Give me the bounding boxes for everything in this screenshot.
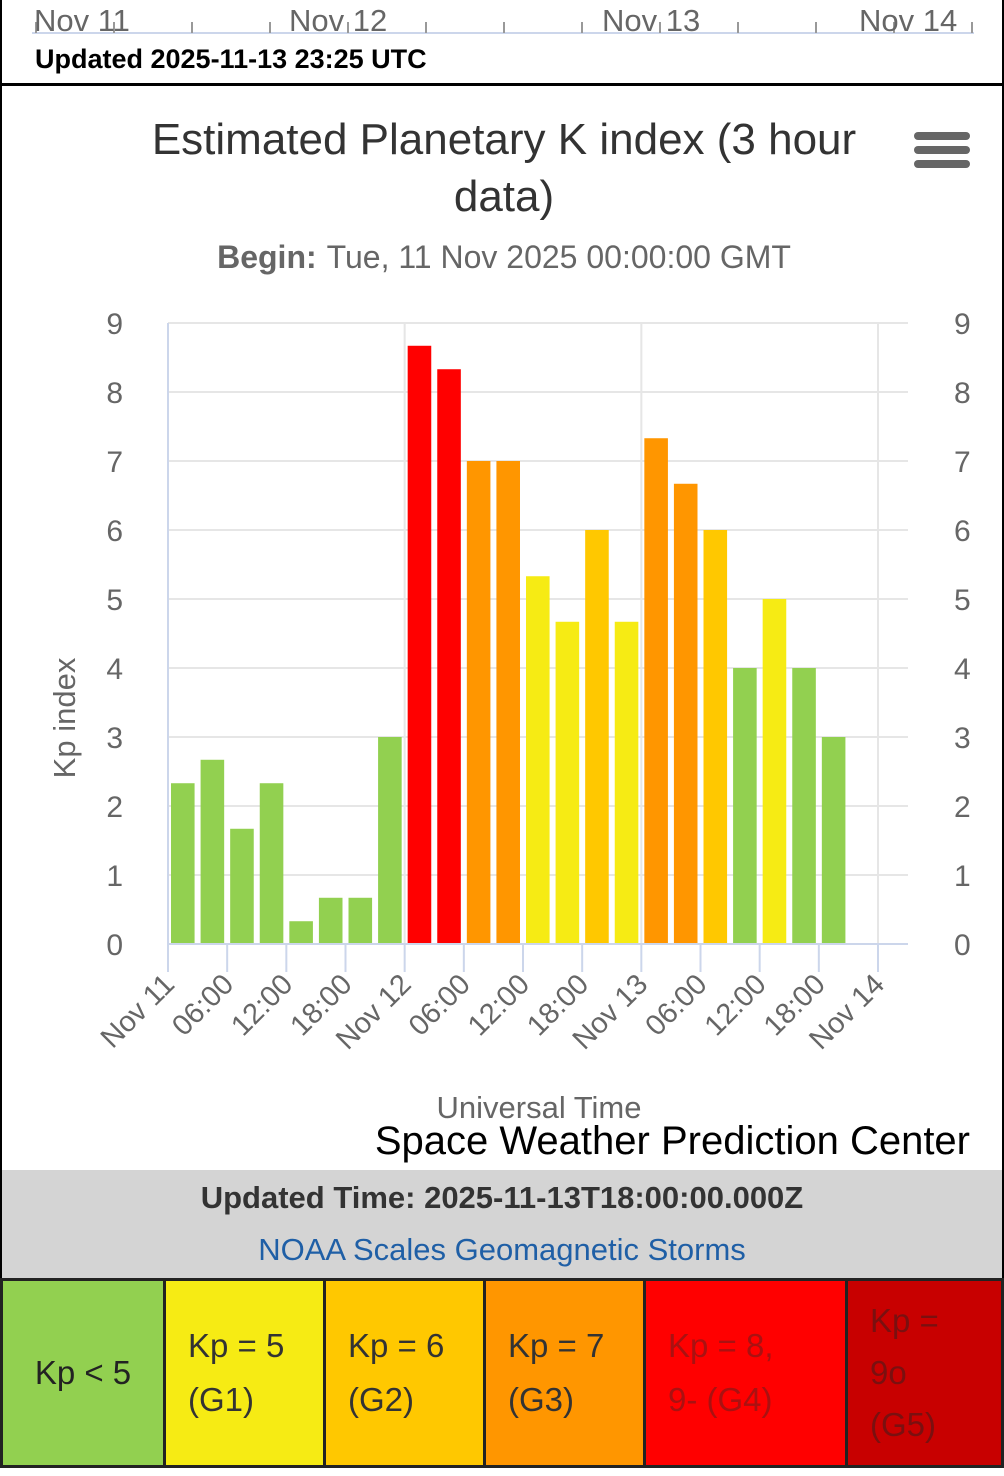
previous-chart-strip: Nov 11 Nov 12 Nov 13 Nov 14 Updated 2025… <box>0 0 1004 86</box>
y-tick-label-left: 9 <box>106 308 123 341</box>
menu-bar-icon <box>914 132 970 140</box>
kp-bar[interactable] <box>821 737 846 944</box>
kp-bar[interactable] <box>289 921 313 944</box>
scale-text: (G5) <box>870 1406 936 1443</box>
previous-chart-axis: Nov 11 Nov 12 Nov 13 Nov 14 <box>32 3 974 38</box>
kp-bar[interactable] <box>555 621 580 944</box>
y-tick-label-right: 2 <box>954 791 971 824</box>
kp-bar[interactable] <box>378 737 402 944</box>
previous-chart-updated: Updated 2025-11-13 23:25 UTC <box>35 44 427 74</box>
kp-chart-container: Estimated Planetary K index (3 hour data… <box>0 86 1004 1170</box>
kp-bar[interactable] <box>259 783 284 944</box>
prev-axis-label-nov13: Nov 13 <box>602 3 700 38</box>
x-tick-label: 12:00 <box>699 968 773 1042</box>
y-tick-label-right: 1 <box>954 860 971 893</box>
kp-bar[interactable] <box>171 783 195 944</box>
kp-bar[interactable] <box>733 668 757 944</box>
scale-text: Kp < 5 <box>34 1354 132 1391</box>
scale-cell-g2: Kp = 6 (G2) <box>326 1281 486 1465</box>
scale-text: 9- (G4) <box>668 1381 773 1418</box>
menu-bar-icon <box>914 160 970 168</box>
kp-bar[interactable] <box>230 828 254 944</box>
scale-text: (G2) <box>348 1381 414 1418</box>
y-tick-label-left: 7 <box>106 446 123 479</box>
y-axis-title: Kp index <box>47 657 82 778</box>
y-tick-label-right: 5 <box>954 584 971 617</box>
kp-bar[interactable] <box>348 897 373 944</box>
y-tick-label-right: 7 <box>954 446 971 479</box>
kp-bar[interactable] <box>437 369 461 945</box>
x-axis-title: Universal Time <box>437 1090 642 1125</box>
noaa-scales-link[interactable]: NOAA Scales Geomagnetic Storms <box>258 1232 746 1267</box>
y-tick-label-right: 9 <box>954 308 971 341</box>
prev-axis-label-nov12: Nov 12 <box>289 3 387 38</box>
y-tick-label-left: 2 <box>106 791 123 824</box>
kp-bar[interactable] <box>644 438 668 944</box>
scale-cell-g4: Kp = 8, 9- (G4) <box>646 1281 848 1465</box>
y-tick-label-right: 8 <box>954 377 971 410</box>
subtitle-label: Begin: <box>217 239 317 275</box>
chart-title-line2: data) <box>454 172 554 221</box>
kp-bar[interactable] <box>496 461 520 944</box>
y-tick-label-left: 1 <box>106 860 123 893</box>
y-tick-label-left: 4 <box>106 653 123 686</box>
scale-cell-kp-below-5: Kp < 5 <box>3 1281 166 1465</box>
kp-chart: Estimated Planetary K index (3 hour data… <box>47 115 971 1163</box>
y-tick-label-right: 6 <box>954 515 971 548</box>
chart-credits[interactable]: Space Weather Prediction Center <box>375 1119 970 1163</box>
geomagnetic-scale: Kp < 5 Kp = 5 (G1) Kp = 6 (G2) Kp = 7 (G3) … <box>0 1278 1004 1468</box>
scale-text: Kp = <box>870 1302 939 1339</box>
y-tick-label-right: 4 <box>954 653 971 686</box>
scale-text: Kp = 7 <box>508 1327 605 1364</box>
scale-text: (G1) <box>188 1381 254 1418</box>
y-tick-label-left: 5 <box>106 584 123 617</box>
scale-cell-g3: Kp = 7 (G3) <box>486 1281 646 1465</box>
kp-bar[interactable] <box>614 621 639 944</box>
x-tick-label: 06:00 <box>640 968 714 1042</box>
scale-text: (G3) <box>508 1381 574 1418</box>
x-tick-label: 06:00 <box>403 968 477 1042</box>
y-tick-label-left: 8 <box>106 377 123 410</box>
kp-bar[interactable] <box>200 759 225 944</box>
scale-cell-g5: Kp = 9o (G5) <box>848 1281 1001 1465</box>
y-tick-label-right: 0 <box>954 929 971 962</box>
scale-text: 9o <box>870 1354 907 1391</box>
scale-text: Kp = 6 <box>348 1327 445 1364</box>
kp-bar[interactable] <box>466 461 491 944</box>
scale-cell-g1: Kp = 5 (G1) <box>166 1281 326 1465</box>
prev-axis-label-nov11: Nov 11 <box>34 3 130 38</box>
info-panel: Updated Time: 2025-11-13T18:00:00.000Z N… <box>0 1170 1004 1278</box>
y-tick-label-left: 0 <box>106 929 123 962</box>
kp-bar[interactable] <box>585 530 609 944</box>
kp-bar[interactable] <box>762 599 787 944</box>
x-tick-label: 12:00 <box>225 968 299 1042</box>
x-tick-label: 12:00 <box>462 968 536 1042</box>
chart-title-line1: Estimated Planetary K index (3 hour <box>152 115 856 164</box>
y-tick-label-right: 3 <box>954 722 971 755</box>
kp-bar[interactable] <box>703 530 728 944</box>
bar-series <box>171 345 846 945</box>
x-tick-label: Nov 11 <box>95 968 181 1054</box>
chart-menu-button[interactable] <box>914 132 970 176</box>
kp-bar[interactable] <box>792 668 816 944</box>
scale-text: Kp = 5 <box>188 1327 285 1364</box>
x-tick-label: 06:00 <box>166 968 240 1042</box>
updated-time: Updated Time: 2025-11-13T18:00:00.000Z <box>200 1180 804 1215</box>
chart-subtitle: Begin: Tue, 11 Nov 2025 00:00:00 GMT <box>217 239 791 275</box>
prev-axis-label-nov14: Nov 14 <box>859 3 957 38</box>
subtitle-value: Tue, 11 Nov 2025 00:00:00 GMT <box>327 239 791 275</box>
kp-bar[interactable] <box>526 576 550 944</box>
kp-bar[interactable] <box>407 345 432 944</box>
scale-text: Kp = 8, <box>668 1327 774 1364</box>
kp-bar[interactable] <box>673 483 698 944</box>
y-tick-label-left: 6 <box>106 515 123 548</box>
menu-bar-icon <box>914 146 970 154</box>
y-tick-label-left: 3 <box>106 722 123 755</box>
kp-bar[interactable] <box>318 897 343 944</box>
